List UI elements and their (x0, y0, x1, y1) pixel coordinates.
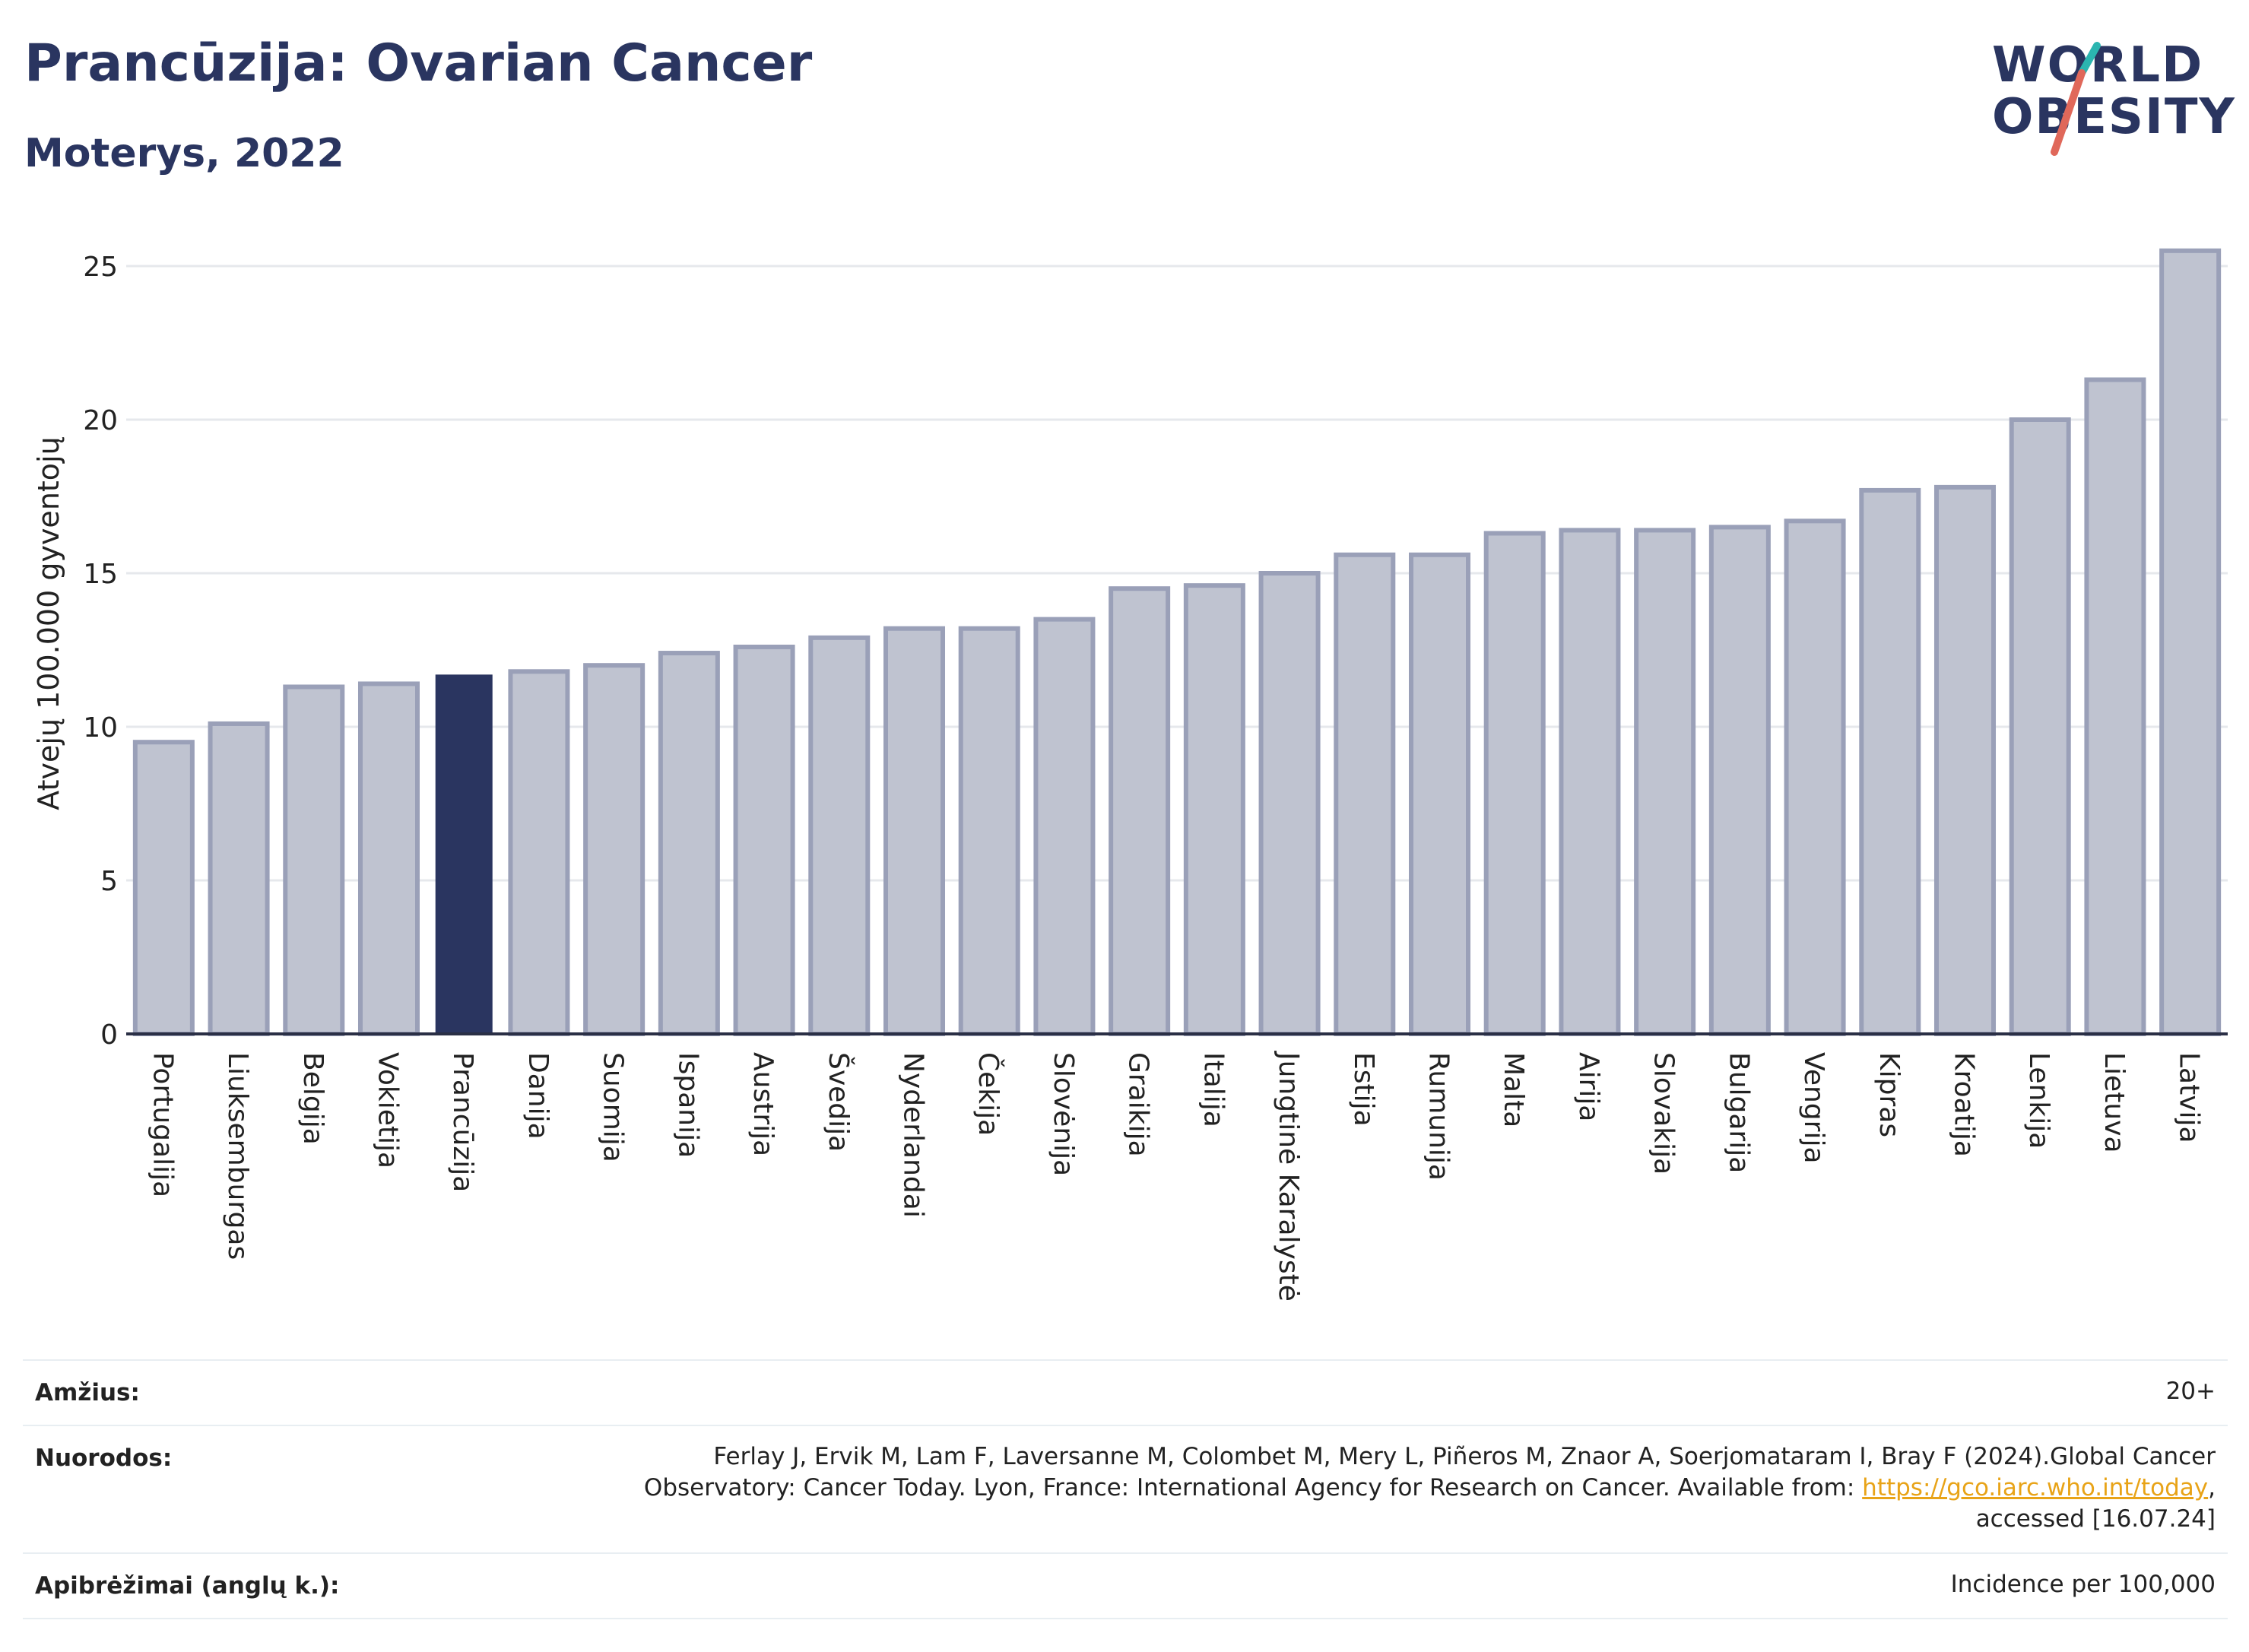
x-tick-label: Malta (1498, 1052, 1529, 1127)
x-tick-label: Airija (1573, 1052, 1604, 1122)
bar-chart: 0 5 10 15 20 25 Portugalija Liuksemburgas Belgi… (83, 248, 2228, 1302)
bar-24 (1933, 484, 1997, 1036)
x-tick-label: Rumunija (1423, 1052, 1454, 1181)
bar-26 (2084, 377, 2146, 1037)
bar-23 (1859, 487, 1921, 1037)
bar-6 (583, 663, 646, 1036)
y-tick-label: 10 (83, 712, 118, 744)
x-tick-label: Belgija (297, 1052, 328, 1145)
x-tick-label: Čekija (972, 1052, 1004, 1136)
references-label: Nuorodos: (35, 1444, 173, 1472)
definitions-value: Incidence per 100,000 (1950, 1571, 2216, 1598)
bar-15 (1258, 571, 1321, 1036)
references-link[interactable]: https://gco.iarc.who.int/today (1862, 1474, 2209, 1501)
x-tick-label: Italija (1197, 1052, 1229, 1127)
bars (126, 248, 2228, 1037)
page-title: Prancūzija: Ovarian Cancer (24, 33, 813, 94)
x-tick-labels: Portugalija Liuksemburgas Belgija Vokietija… (147, 1051, 2204, 1302)
info-row-age: Amžius: 20+ (23, 1359, 2228, 1425)
info-row-references: Nuorodos: Ferlay J, Ervik M, Lam F, Lave… (23, 1425, 2228, 1552)
x-tick-label: Lietuva (2098, 1052, 2130, 1153)
bar-10 (883, 626, 946, 1036)
bar-18 (1483, 531, 1546, 1037)
x-tick-label: Suomija (598, 1052, 629, 1162)
bar-19 (1559, 528, 1621, 1036)
x-tick-label: Portugalija (147, 1052, 178, 1197)
logo-slash-icon (2051, 42, 2101, 156)
logo-text-obesity: OBESITY (1992, 89, 2236, 145)
bar-3 (357, 681, 420, 1036)
bar-17 (1408, 552, 1471, 1036)
x-tick-label: Bulgarija (1723, 1052, 1754, 1173)
bar-5 (508, 669, 570, 1037)
x-tick-label: Graikija (1123, 1052, 1154, 1157)
age-value: 20+ (2165, 1378, 2216, 1405)
bar-14 (1183, 583, 1245, 1036)
x-tick-label: Estija (1348, 1052, 1379, 1127)
bar-22 (1784, 518, 1846, 1036)
bar-2 (283, 684, 345, 1036)
age-label: Amžius: (35, 1379, 140, 1406)
definitions-label: Apibrėžimai (anglų k.): (35, 1572, 340, 1600)
y-tick-label: 5 (100, 866, 118, 897)
bar-16 (1334, 552, 1396, 1036)
bar-13 (1109, 586, 1171, 1036)
references-line-2-comma: , (2208, 1474, 2216, 1501)
world-obesity-logo: WORLD OBESITY (1984, 24, 2235, 161)
x-tick-label: Slovakija (1648, 1052, 1680, 1175)
info-table: Amžius: 20+ Nuorodos: Ferlay J, Ervik M,… (23, 1359, 2228, 1619)
bar-25 (2009, 417, 2071, 1036)
references-line-2: Observatory: Cancer Today. Lyon, France:… (644, 1473, 2216, 1504)
references-line-2-text: Observatory: Cancer Today. Lyon, France:… (643, 1474, 1863, 1501)
x-tick-label: Liuksemburgas (222, 1052, 253, 1260)
x-tick-label: Danija (522, 1052, 554, 1140)
bar-7 (658, 651, 720, 1036)
bar-8 (733, 644, 795, 1037)
y-tick-label: 20 (83, 405, 118, 436)
x-tick-label: Nyderlandai (898, 1052, 929, 1218)
references-line-1: Ferlay J, Ervik M, Lam F, Laversanne M, … (713, 1443, 2216, 1470)
y-tick-label: 0 (100, 1019, 118, 1051)
bar-1 (208, 721, 270, 1037)
bar-21 (1708, 525, 1771, 1036)
bar-27 (2159, 248, 2222, 1036)
references-text: Ferlay J, Ervik M, Lam F, Laversanne M, … (644, 1441, 2216, 1535)
x-tick-label: Jungtinė Karalystė (1273, 1051, 1304, 1302)
x-tick-label: Prancūzija (447, 1052, 478, 1192)
x-tick-label: Vokietija (373, 1052, 404, 1168)
info-row-definitions: Apibrėžimai (anglų k.): Incidence per 10… (23, 1552, 2228, 1619)
y-tick-label: 25 (83, 252, 118, 283)
x-tick-label: Kipras (1873, 1052, 1905, 1137)
bar-9 (808, 635, 871, 1036)
bar-11 (958, 626, 1020, 1036)
x-tick-label: Kroatija (1949, 1052, 1980, 1157)
x-tick-label: Vengrija (1798, 1052, 1829, 1164)
x-tick-label: Lenkija (2023, 1052, 2054, 1149)
bar-0 (132, 740, 195, 1036)
y-tick-label: 15 (83, 559, 118, 590)
x-tick-label: Švedija (823, 1052, 855, 1152)
y-tick-labels: 0 5 10 15 20 25 (83, 252, 118, 1051)
bar-4 (435, 674, 493, 1034)
x-tick-label: Austrija (747, 1052, 779, 1156)
x-tick-label: Ispanija (672, 1052, 703, 1158)
x-tick-label: Latvija (2174, 1052, 2205, 1143)
bar-12 (1033, 617, 1096, 1036)
bar-20 (1634, 528, 1696, 1036)
page-subtitle: Moterys, 2022 (24, 131, 344, 176)
references-line-3: accessed [16.07.24] (1975, 1505, 2216, 1533)
x-tick-label: Slovėnija (1048, 1052, 1079, 1176)
